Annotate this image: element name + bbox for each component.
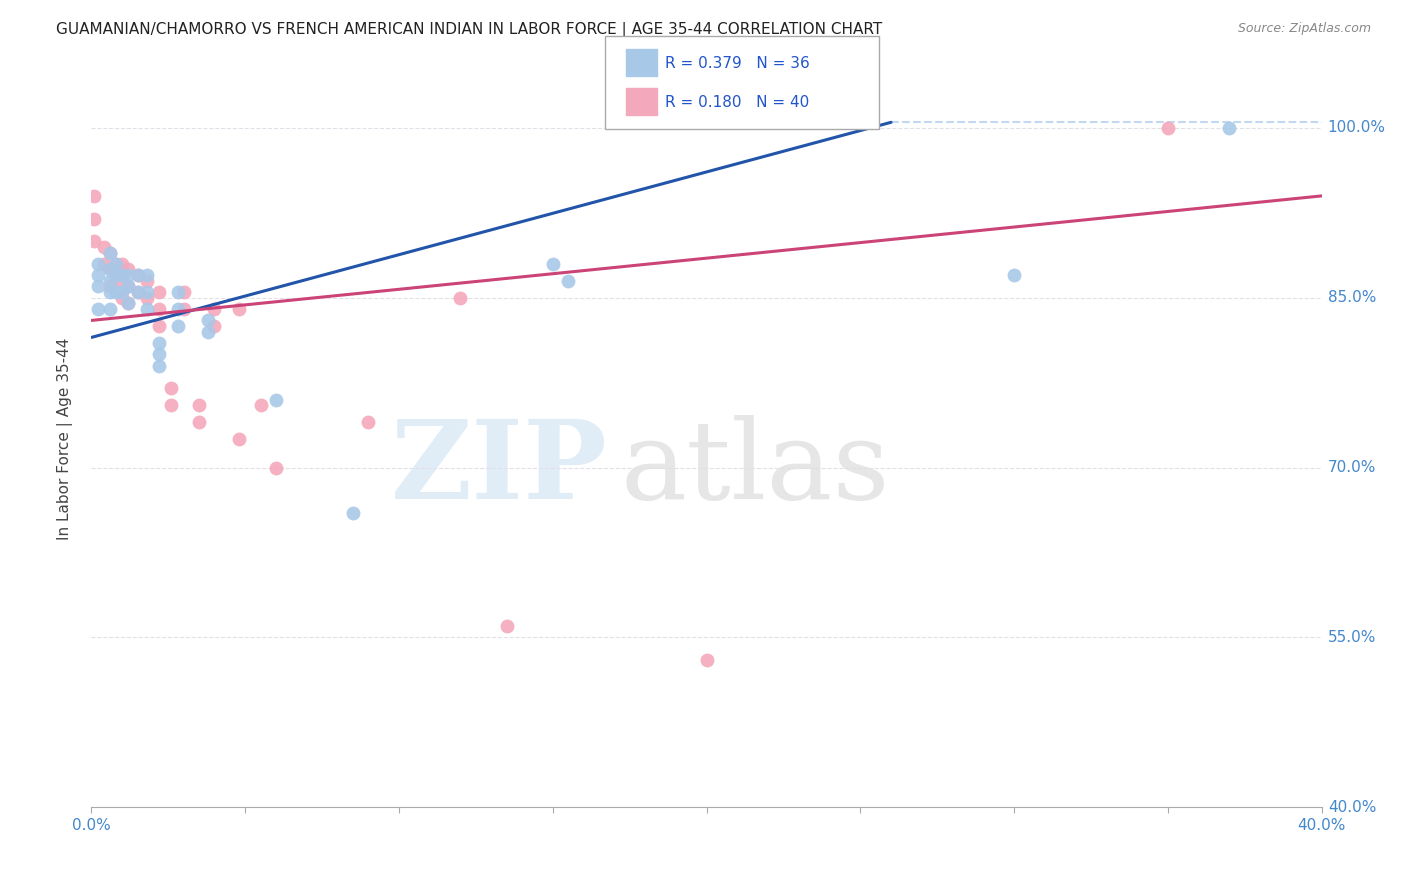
Point — [249, 398, 271, 412]
Point — [148, 347, 170, 361]
Point — [98, 285, 121, 300]
Point — [98, 262, 121, 277]
Point — [696, 653, 718, 667]
Point — [228, 433, 250, 447]
Point — [557, 274, 579, 288]
Point — [357, 415, 380, 429]
Point — [188, 415, 211, 429]
Point — [117, 296, 139, 310]
Point — [135, 302, 157, 317]
Point — [228, 302, 250, 317]
Point — [202, 302, 225, 317]
Point — [135, 274, 157, 288]
Point — [105, 268, 127, 282]
Point — [197, 325, 219, 339]
Text: 55.0%: 55.0% — [1327, 630, 1376, 645]
Text: 70.0%: 70.0% — [1327, 460, 1376, 475]
Point — [1218, 120, 1240, 135]
Point — [160, 381, 183, 395]
Point — [98, 279, 121, 293]
Point — [86, 257, 108, 271]
Text: R = 0.379   N = 36: R = 0.379 N = 36 — [665, 55, 810, 70]
Point — [173, 302, 195, 317]
Point — [105, 257, 127, 271]
Point — [117, 279, 139, 293]
Point — [83, 189, 105, 203]
Text: GUAMANIAN/CHAMORRO VS FRENCH AMERICAN INDIAN IN LABOR FORCE | AGE 35-44 CORRELAT: GUAMANIAN/CHAMORRO VS FRENCH AMERICAN IN… — [56, 22, 883, 38]
Text: 85.0%: 85.0% — [1327, 290, 1376, 305]
Point — [1157, 120, 1180, 135]
Text: atlas: atlas — [620, 416, 890, 522]
Text: 40.0%: 40.0% — [1327, 800, 1376, 814]
Point — [117, 262, 139, 277]
Point — [264, 392, 287, 407]
Point — [111, 268, 134, 282]
Point — [111, 257, 134, 271]
Point — [166, 302, 188, 317]
Point — [93, 240, 115, 254]
Point — [188, 398, 211, 412]
Point — [105, 285, 127, 300]
Point — [135, 285, 157, 300]
Point — [111, 285, 134, 300]
Point — [117, 296, 139, 310]
Point — [264, 460, 287, 475]
Point — [86, 268, 108, 282]
Point — [202, 319, 225, 334]
Point — [98, 274, 121, 288]
Point — [86, 279, 108, 293]
Point — [93, 257, 115, 271]
Point — [105, 257, 127, 271]
Point — [98, 262, 121, 277]
Point — [197, 313, 219, 327]
Point — [135, 268, 157, 282]
Point — [111, 291, 134, 305]
Point — [160, 398, 183, 412]
Point — [173, 285, 195, 300]
Point — [148, 336, 170, 351]
Point — [98, 245, 121, 260]
Point — [127, 285, 149, 300]
Point — [148, 302, 170, 317]
Point — [105, 268, 127, 282]
Point — [148, 359, 170, 373]
Point — [342, 506, 364, 520]
Text: Source: ZipAtlas.com: Source: ZipAtlas.com — [1237, 22, 1371, 36]
Point — [117, 268, 139, 282]
Point — [98, 245, 121, 260]
Point — [148, 285, 170, 300]
Point — [127, 268, 149, 282]
Point — [541, 257, 564, 271]
Point — [117, 279, 139, 293]
Point — [1002, 268, 1025, 282]
Point — [148, 319, 170, 334]
Text: R = 0.180   N = 40: R = 0.180 N = 40 — [665, 95, 810, 110]
Point — [83, 234, 105, 248]
Y-axis label: In Labor Force | Age 35-44: In Labor Force | Age 35-44 — [58, 338, 73, 541]
Point — [98, 302, 121, 317]
Point — [86, 302, 108, 317]
Text: 100.0%: 100.0% — [1327, 120, 1386, 136]
Point — [135, 291, 157, 305]
Point — [127, 285, 149, 300]
Text: ZIP: ZIP — [391, 416, 607, 522]
Point — [449, 291, 471, 305]
Point — [166, 319, 188, 334]
Point — [127, 268, 149, 282]
Point — [83, 211, 105, 226]
Point — [166, 285, 188, 300]
Point — [111, 274, 134, 288]
Point — [495, 619, 517, 633]
